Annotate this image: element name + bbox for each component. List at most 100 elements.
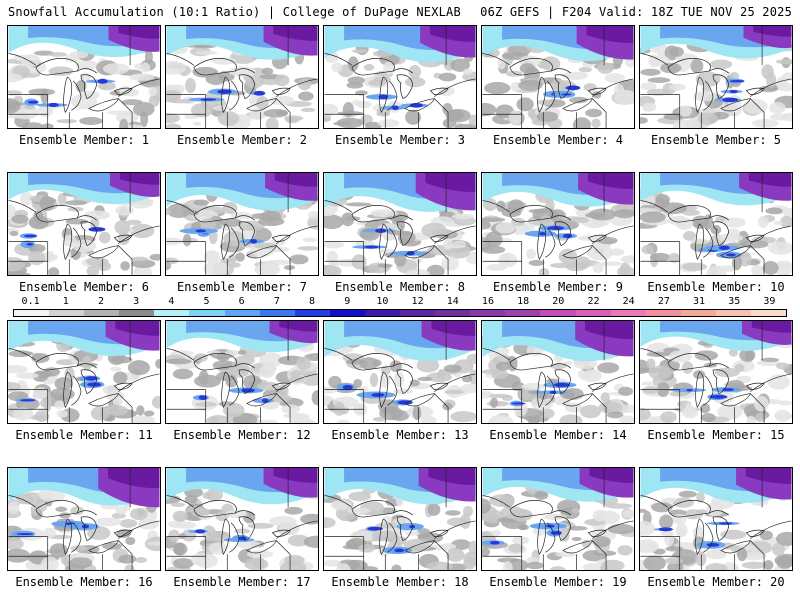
ensemble-member-label: Ensemble Member: 4 xyxy=(492,133,624,147)
ensemble-panel: Ensemble Member: 2 xyxy=(165,25,319,147)
ensemble-member-label: Ensemble Member: 2 xyxy=(176,133,308,147)
colorbar-swatch xyxy=(84,310,120,316)
colorbar-swatch xyxy=(224,310,260,316)
ensemble-member-label: Ensemble Member: 9 xyxy=(492,280,624,294)
ensemble-member-label: Ensemble Member: 16 xyxy=(15,575,153,589)
colorbar-label: 1 xyxy=(62,296,69,307)
ensemble-panel: Ensemble Member: 7 xyxy=(165,172,319,294)
colorbar-swatch xyxy=(400,310,436,316)
snowfall-map xyxy=(481,25,635,129)
snowfall-map xyxy=(323,172,477,276)
ensemble-panel: Ensemble Member: 15 xyxy=(639,320,793,442)
model-run-info: 06Z GEFS | F204 Valid: 18Z TUE NOV 25 20… xyxy=(480,5,792,19)
snowfall-map xyxy=(481,467,635,571)
snowfall-map xyxy=(323,467,477,571)
snowfall-map xyxy=(639,25,793,129)
ensemble-member-label: Ensemble Member: 20 xyxy=(647,575,785,589)
colorbar-swatch xyxy=(364,310,401,316)
ensemble-panel: Ensemble Member: 16 xyxy=(7,467,161,589)
ensemble-panel: Ensemble Member: 20 xyxy=(639,467,793,589)
colorbar-swatch xyxy=(189,310,225,316)
snowfall-map xyxy=(639,320,793,424)
colorbar-label: 39 xyxy=(763,296,776,307)
colorbar-label: 27 xyxy=(657,296,670,307)
ensemble-member-label: Ensemble Member: 14 xyxy=(489,428,627,442)
colorbar-swatch xyxy=(294,310,330,316)
colorbar-swatch xyxy=(715,310,751,316)
colorbar-swatch xyxy=(119,310,155,316)
ensemble-panel: Ensemble Member: 13 xyxy=(323,320,477,442)
ensemble-panel: Ensemble Member: 10 xyxy=(639,172,793,294)
colorbar-swatch xyxy=(329,310,365,316)
colorbar-swatch xyxy=(470,310,506,316)
ensemble-panel: Ensemble Member: 14 xyxy=(481,320,635,442)
colorbar-label: 24 xyxy=(622,296,635,307)
snowfall-map xyxy=(639,172,793,276)
ensemble-member-label: Ensemble Member: 8 xyxy=(334,280,466,294)
snowfall-map xyxy=(165,172,319,276)
colorbar-label: 0.1 xyxy=(21,296,40,307)
snowfall-map xyxy=(7,25,161,129)
colorbar-labels: 0.1 1 2 3 4 5 6 7 8 9 10 12 14 16 18 20 22 24 27 31 35 39 xyxy=(13,296,787,307)
ensemble-panel: Ensemble Member: 9 xyxy=(481,172,635,294)
colorbar xyxy=(13,309,787,317)
ensemble-panel: Ensemble Member: 8 xyxy=(323,172,477,294)
colorbar-label: 16 xyxy=(481,296,494,307)
colorbar-swatch xyxy=(680,310,716,316)
ensemble-member-label: Ensemble Member: 12 xyxy=(173,428,311,442)
colorbar-label: 18 xyxy=(517,296,530,307)
colorbar-swatch xyxy=(154,310,190,316)
snowfall-map xyxy=(165,320,319,424)
ensemble-panel: Ensemble Member: 3 xyxy=(323,25,477,147)
ensemble-member-label: Ensemble Member: 19 xyxy=(489,575,627,589)
colorbar-swatch xyxy=(540,310,576,316)
ensemble-panel: Ensemble Member: 18 xyxy=(323,467,477,589)
ensemble-panel: Ensemble Member: 17 xyxy=(165,467,319,589)
colorbar-swatch xyxy=(645,310,681,316)
colorbar-label: 9 xyxy=(344,296,351,307)
colorbar-swatch xyxy=(259,310,295,316)
colorbar-label: 2 xyxy=(97,296,104,307)
snowfall-map xyxy=(7,320,161,424)
colorbar-label: 7 xyxy=(273,296,280,307)
colorbar-swatch xyxy=(610,310,646,316)
colorbar-label: 10 xyxy=(376,296,389,307)
colorbar-label: 14 xyxy=(446,296,459,307)
ensemble-panel: Ensemble Member: 19 xyxy=(481,467,635,589)
snowfall-map xyxy=(165,467,319,571)
colorbar-label: 3 xyxy=(133,296,140,307)
colorbar-swatch xyxy=(435,310,471,316)
ensemble-member-label: Ensemble Member: 10 xyxy=(647,280,785,294)
colorbar-swatch xyxy=(750,310,787,316)
snowfall-map xyxy=(165,25,319,129)
ensemble-panel: Ensemble Member: 12 xyxy=(165,320,319,442)
ensemble-member-label: Ensemble Member: 11 xyxy=(15,428,153,442)
snowfall-map xyxy=(481,320,635,424)
ensemble-member-label: Ensemble Member: 6 xyxy=(18,280,150,294)
colorbar-label: 6 xyxy=(238,296,245,307)
ensemble-panel: Ensemble Member: 1 xyxy=(7,25,161,147)
colorbar-swatch xyxy=(505,310,541,316)
snowfall-map xyxy=(7,172,161,276)
snowfall-map xyxy=(323,320,477,424)
ensemble-member-label: Ensemble Member: 17 xyxy=(173,575,311,589)
snowfall-map xyxy=(7,467,161,571)
colorbar-label: 22 xyxy=(587,296,600,307)
colorbar-swatch xyxy=(14,310,50,316)
colorbar-label: 20 xyxy=(552,296,565,307)
colorbar-label: 35 xyxy=(728,296,741,307)
ensemble-member-label: Ensemble Member: 1 xyxy=(18,133,150,147)
snowfall-map xyxy=(323,25,477,129)
ensemble-panel: Ensemble Member: 5 xyxy=(639,25,793,147)
colorbar-label: 12 xyxy=(411,296,424,307)
colorbar-label: 5 xyxy=(203,296,210,307)
colorbar-swatch xyxy=(575,310,611,316)
ensemble-member-label: Ensemble Member: 5 xyxy=(650,133,782,147)
ensemble-member-label: Ensemble Member: 18 xyxy=(331,575,469,589)
snowfall-map xyxy=(639,467,793,571)
snowfall-map xyxy=(481,172,635,276)
ensemble-member-label: Ensemble Member: 3 xyxy=(334,133,466,147)
ensemble-panel: Ensemble Member: 11 xyxy=(7,320,161,442)
chart-title: Snowfall Accumulation (10:1 Ratio) | Col… xyxy=(8,5,461,19)
ensemble-member-label: Ensemble Member: 7 xyxy=(176,280,308,294)
